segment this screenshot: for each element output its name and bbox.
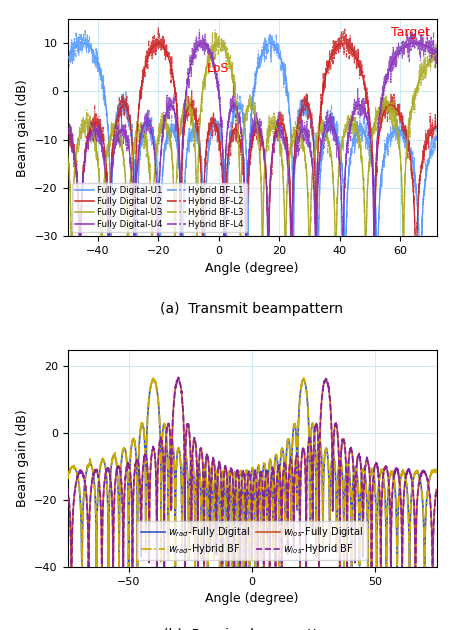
- Line: $w_{rad}$-Fully Digital: $w_{rad}$-Fully Digital: [68, 380, 436, 570]
- $w_{los}$-Hybrid BF: [235, 466, 240, 474]
- $w_{rad}$-Hybrid BF: [423, 507, 429, 515]
- $w_{rad}$-Hybrid BF: [234, 512, 240, 520]
- $w_{los}$-Fully Digital: [65, 486, 70, 493]
- $w_{los}$-Hybrid BF: [245, 481, 250, 489]
- Text: (b)  Receive beampattern: (b) Receive beampattern: [163, 628, 341, 630]
- $w_{los}$-Hybrid BF: [69, 566, 74, 574]
- Text: Target: Target: [391, 26, 430, 39]
- $w_{los}$-Hybrid BF: [434, 486, 439, 493]
- $w_{los}$-Hybrid BF: [65, 484, 70, 492]
- $w_{rad}$-Fully Digital: [423, 507, 429, 515]
- $w_{los}$-Fully Digital: [84, 493, 89, 500]
- $w_{rad}$-Hybrid BF: [84, 468, 89, 476]
- Line: $w_{los}$-Fully Digital: $w_{los}$-Fully Digital: [68, 380, 436, 570]
- Line: $w_{los}$-Hybrid BF: $w_{los}$-Hybrid BF: [68, 377, 436, 570]
- $w_{los}$-Fully Digital: [69, 566, 74, 574]
- $w_{los}$-Fully Digital: [176, 376, 181, 384]
- Line: $w_{rad}$-Hybrid BF: $w_{rad}$-Hybrid BF: [68, 378, 436, 570]
- X-axis label: Angle (degree): Angle (degree): [205, 592, 299, 605]
- $w_{rad}$-Hybrid BF: [423, 503, 429, 511]
- Legend: Fully Digital-U1, Fully Digital U2, Fully Digital-U3, Fully Digital-U4, Hybrid B: Fully Digital-U1, Fully Digital U2, Full…: [72, 183, 247, 232]
- $w_{rad}$-Fully Digital: [65, 474, 70, 481]
- $w_{los}$-Fully Digital: [245, 484, 250, 491]
- $w_{rad}$-Fully Digital: [356, 491, 361, 499]
- $w_{los}$-Hybrid BF: [423, 471, 429, 478]
- Y-axis label: Beam gain (dB): Beam gain (dB): [16, 410, 29, 507]
- $w_{rad}$-Fully Digital: [84, 467, 89, 475]
- Legend: $w_{rad}$-Fully Digital, $w_{rad}$-Hybrid BF, $w_{los}$-Fully Digital, $w_{los}$: $w_{rad}$-Fully Digital, $w_{rad}$-Hybri…: [137, 521, 367, 560]
- $w_{los}$-Fully Digital: [235, 467, 240, 474]
- $w_{rad}$-Fully Digital: [434, 468, 439, 476]
- $w_{los}$-Fully Digital: [423, 471, 429, 479]
- $w_{rad}$-Hybrid BF: [244, 467, 250, 474]
- $w_{rad}$-Hybrid BF: [301, 374, 306, 382]
- $w_{rad}$-Fully Digital: [151, 376, 156, 384]
- Y-axis label: Beam gain (dB): Beam gain (dB): [16, 79, 29, 176]
- $w_{los}$-Hybrid BF: [84, 493, 89, 501]
- $w_{los}$-Fully Digital: [356, 451, 361, 459]
- $w_{rad}$-Fully Digital: [245, 469, 250, 476]
- $w_{rad}$-Hybrid BF: [94, 566, 99, 574]
- $w_{rad}$-Fully Digital: [423, 504, 429, 512]
- $w_{los}$-Fully Digital: [434, 486, 439, 493]
- $w_{rad}$-Hybrid BF: [65, 476, 70, 483]
- $w_{rad}$-Hybrid BF: [356, 492, 361, 500]
- $w_{los}$-Hybrid BF: [356, 450, 361, 458]
- Text: (a)  Transmit beampattern: (a) Transmit beampattern: [161, 302, 343, 316]
- $w_{rad}$-Hybrid BF: [434, 467, 439, 475]
- $w_{los}$-Fully Digital: [423, 472, 429, 479]
- X-axis label: Angle (degree): Angle (degree): [205, 261, 299, 275]
- $w_{rad}$-Fully Digital: [79, 566, 85, 574]
- $w_{rad}$-Fully Digital: [235, 531, 240, 539]
- $w_{los}$-Hybrid BF: [176, 374, 181, 381]
- $w_{los}$-Hybrid BF: [423, 471, 429, 479]
- Text: LoS: LoS: [207, 62, 229, 75]
